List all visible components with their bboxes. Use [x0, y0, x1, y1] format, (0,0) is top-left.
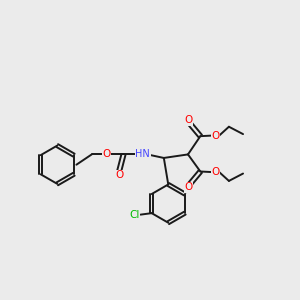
- Text: Cl: Cl: [129, 210, 140, 220]
- Text: O: O: [212, 167, 220, 177]
- Text: O: O: [184, 115, 193, 125]
- Text: O: O: [102, 149, 110, 159]
- Text: O: O: [212, 130, 220, 141]
- Text: O: O: [115, 170, 123, 180]
- Text: HN: HN: [135, 149, 150, 159]
- Text: O: O: [184, 182, 193, 192]
